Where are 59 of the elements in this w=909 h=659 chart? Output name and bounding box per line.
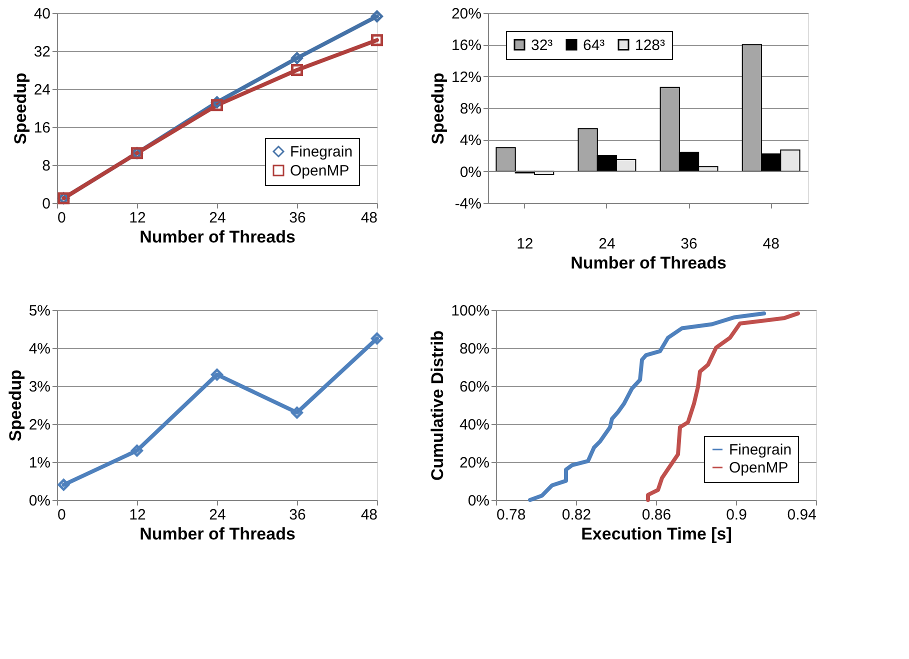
x-axis-title: Number of Threads	[570, 254, 726, 272]
x-tick-label: 0	[58, 210, 66, 226]
y-tick-label: 40	[34, 6, 50, 22]
x-tick-label: 48	[360, 506, 378, 524]
legend-label: Finegrain	[290, 144, 353, 160]
y-tick-label: 80%	[459, 340, 490, 358]
y-tick-label: -4%	[454, 196, 482, 212]
y-tick-label: 0%	[28, 492, 50, 510]
x-tick-label: 0.82	[562, 506, 592, 524]
x-tick-label: 24	[209, 210, 226, 226]
y-axis-title: Speedup	[6, 370, 25, 442]
y-tick-label: 0	[42, 196, 50, 212]
legend-label: 64³	[583, 36, 605, 54]
legend-label: OpenMP	[729, 460, 788, 476]
x-tick-label: 36	[289, 210, 306, 226]
y-tick-label: 16	[34, 120, 50, 136]
y-tick-label: 8%	[460, 100, 482, 118]
x-tick-label: 0	[58, 506, 66, 524]
x-tick-label: 12	[516, 236, 534, 252]
legend-label: Finegrain	[729, 442, 792, 458]
y-tick-label: 24	[34, 82, 50, 98]
y-tick-label: 0%	[468, 492, 490, 510]
y-tick-label: 8	[42, 158, 50, 174]
y-tick-label: 12%	[451, 68, 482, 86]
y-tick-label: 3%	[28, 378, 50, 396]
x-tick-label: 48	[360, 210, 378, 226]
x-tick-label: 12	[129, 210, 146, 226]
x-axis-title: Execution Time [s]	[581, 524, 732, 544]
y-axis-title: Speedup	[428, 72, 448, 144]
y-tick-label: 1%	[28, 454, 50, 472]
y-tick-label: 16%	[451, 37, 482, 54]
y-tick-label: 32	[34, 44, 50, 60]
x-tick-label: 36	[680, 236, 698, 252]
y-tick-label: 20%	[451, 6, 482, 22]
x-tick-label: 12	[129, 506, 146, 524]
legend-label: OpenMP	[290, 162, 350, 180]
y-tick-label: 20%	[459, 454, 490, 472]
y-tick-label: 100%	[451, 302, 490, 320]
y-axis-title: Speedup	[10, 72, 30, 144]
x-tick-label: 24	[209, 506, 226, 524]
x-tick-label: 0.78	[496, 506, 526, 524]
y-tick-label: 60%	[459, 378, 490, 396]
y-tick-label: 2%	[28, 416, 50, 434]
y-tick-label: 40%	[459, 416, 490, 434]
y-tick-label: 0%	[460, 164, 482, 181]
y-axis-title: Cumulative Distrib	[428, 330, 448, 481]
x-axis-title: Number of Threads	[140, 228, 296, 246]
x-tick-label: 0.9	[726, 506, 747, 524]
y-tick-label: 4%	[28, 340, 50, 358]
x-tick-label: 0.86	[642, 506, 672, 524]
x-tick-label: 0.94	[787, 506, 816, 524]
legend-label: 32³	[531, 36, 553, 54]
x-tick-label: 24	[598, 236, 616, 252]
y-tick-label: 4%	[460, 132, 482, 150]
x-tick-label: 48	[762, 236, 780, 252]
legend-label: 128³	[635, 36, 666, 54]
y-tick-label: 5%	[28, 302, 50, 320]
x-axis-title: Number of Threads	[140, 524, 296, 544]
x-tick-label: 36	[289, 506, 306, 524]
